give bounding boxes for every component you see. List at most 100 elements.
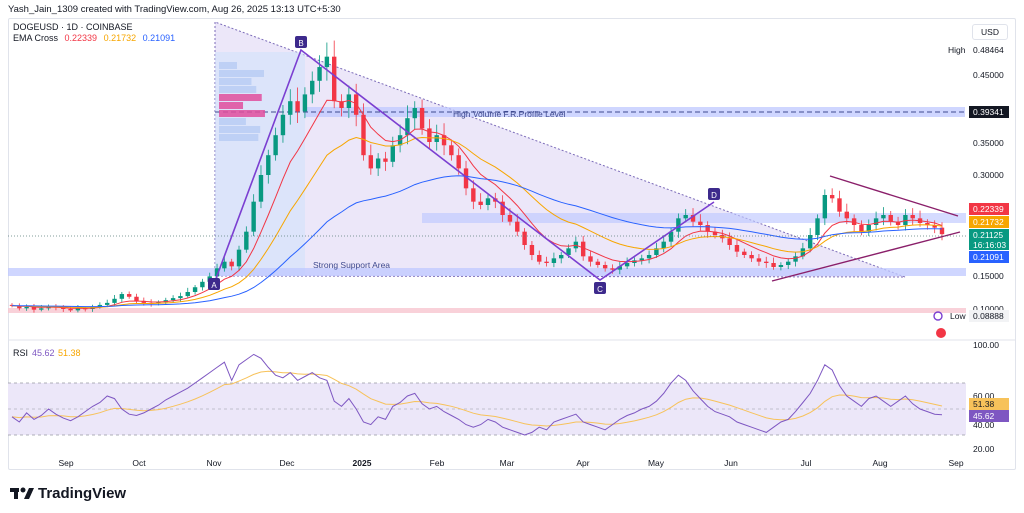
candle-body [214, 268, 220, 277]
candle-body [544, 261, 549, 263]
candle-body [925, 223, 930, 225]
candle-body [844, 211, 850, 219]
candle-body [485, 198, 491, 205]
ema-slow-line [11, 175, 943, 308]
candle-body [690, 215, 696, 222]
candle-body [192, 287, 198, 292]
candle-body [698, 221, 703, 225]
time-tick: Feb [430, 458, 445, 468]
rsi-ma-value: 51.38 [58, 348, 81, 358]
volume-profile-bar [219, 70, 264, 77]
time-tick: Aug [872, 458, 887, 468]
candle-body [61, 307, 66, 309]
candle-body [478, 201, 483, 205]
candle-body [434, 135, 439, 142]
candle-body [807, 235, 813, 249]
last-price-box [969, 229, 1009, 250]
volume-profile-bar [219, 86, 257, 93]
time-axis: Sep Oct Nov Dec 2025 Feb Mar Apr May Jun Jul Aug Sep [58, 458, 963, 468]
candle-body [295, 101, 300, 112]
candle-body [229, 261, 234, 267]
candle-body [881, 215, 886, 219]
svg-text:D: D [711, 191, 717, 200]
legend-ema: EMA Cross 0.22339 0.21732 0.21091 [13, 33, 179, 43]
time-tick: May [648, 458, 665, 468]
candle-body [288, 101, 293, 115]
volume-profile-bar [219, 78, 252, 85]
candle-body [324, 56, 330, 68]
candle-body [712, 231, 718, 235]
tradingview-brand[interactable]: TradingView [10, 483, 126, 503]
time-tick: Dec [279, 458, 295, 468]
rsi-tick-40: 40.00 [973, 420, 995, 430]
candle-body [339, 101, 344, 108]
candle-body [97, 304, 103, 307]
candle-body [178, 296, 183, 299]
candle-body [837, 198, 842, 212]
candle-body [310, 80, 315, 95]
volume-profile [219, 62, 265, 141]
time-tick: Oct [132, 458, 146, 468]
ema-mid-line [11, 136, 943, 309]
support-zone [8, 268, 966, 276]
time-tick: Mar [500, 458, 515, 468]
candle-body [580, 241, 586, 257]
candle-body [412, 108, 417, 119]
time-tick: Jul [801, 458, 812, 468]
candle-body [471, 188, 476, 202]
candle-body [134, 296, 139, 301]
candle-body [764, 261, 769, 263]
volume-profile-bar [219, 118, 246, 125]
candle-body [602, 265, 608, 269]
point-c: C [594, 282, 606, 294]
rsi-box-value: 45.62 [973, 411, 995, 421]
currency-button[interactable]: USD [972, 24, 1008, 40]
candle-body [419, 108, 425, 129]
candle-body [507, 215, 513, 222]
legend-ema-name: EMA Cross [13, 33, 59, 43]
tick-035: 0.35000 [973, 138, 1004, 148]
tick-015: 0.15000 [973, 271, 1004, 281]
legend-ema-fast: 0.22339 [64, 33, 98, 43]
tick-030: 0.30000 [973, 170, 1004, 180]
candle-body [888, 215, 893, 222]
candle-body [185, 292, 190, 297]
candle-body [566, 248, 571, 255]
candle-body [705, 225, 710, 232]
candle-body [280, 114, 286, 136]
candle-body [251, 201, 256, 232]
point-b: B [295, 36, 307, 48]
zone-level-box [969, 106, 1009, 118]
candle-body [368, 155, 374, 169]
time-tick: Sep [58, 458, 73, 468]
candle-body [910, 215, 915, 219]
abcd-pattern-line [213, 48, 715, 285]
candle-body [31, 306, 37, 310]
candle-body [559, 255, 564, 259]
candle-body [244, 231, 249, 250]
ema-mid-box [969, 216, 1009, 228]
legend-ema-mid: 0.21732 [103, 33, 137, 43]
svg-text:C: C [597, 285, 603, 294]
candle-body [756, 258, 762, 262]
candle-body [427, 128, 432, 142]
candle-body [661, 241, 666, 249]
ema-mid-value: 0.21732 [973, 217, 1004, 227]
svg-text:B: B [298, 39, 303, 48]
candle-body [75, 308, 81, 311]
legend-symbol-text: DOGEUSD · 1D · COINBASE [13, 22, 133, 32]
candle-body [610, 268, 615, 270]
candle-body [683, 215, 688, 219]
candle-body [302, 94, 308, 112]
candle-body [346, 94, 352, 108]
candle-body [786, 261, 791, 265]
candle-body [595, 261, 601, 265]
candle-body [932, 225, 937, 228]
time-tick: Apr [576, 458, 589, 468]
candle-body [793, 256, 798, 262]
candle-body [515, 221, 520, 232]
candle-body [449, 145, 454, 156]
candle-body [104, 302, 110, 305]
candle-body [9, 304, 15, 306]
tick-045: 0.45000 [973, 70, 1004, 80]
